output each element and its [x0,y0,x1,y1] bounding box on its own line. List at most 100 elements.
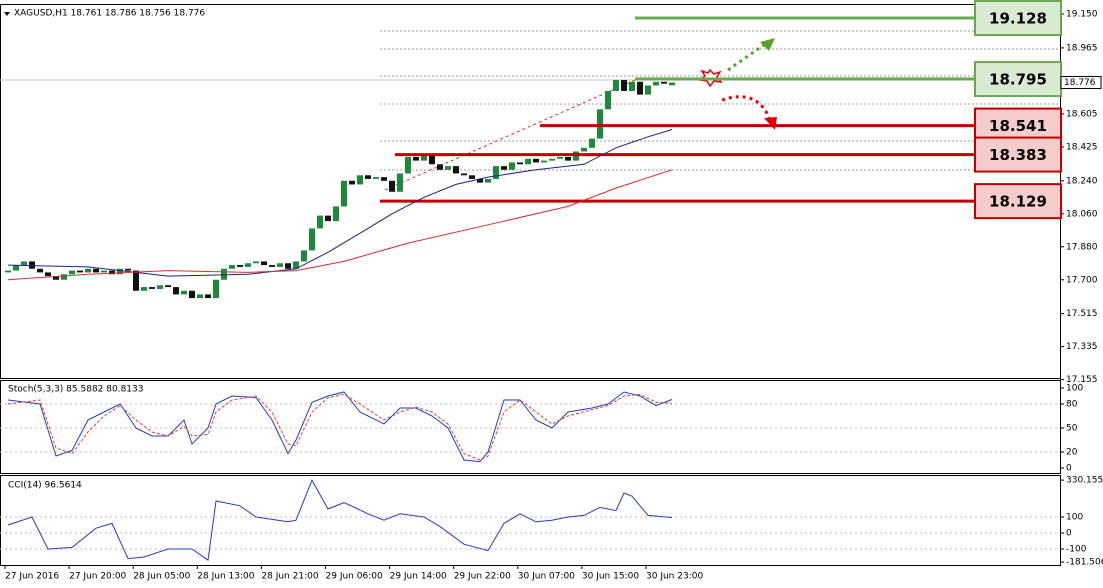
candle-body [389,180,395,192]
candle-body [205,294,211,299]
candle-body [173,287,179,295]
series-line [7,479,673,562]
y-tick-label: -100 [1066,544,1087,554]
y-tick-label: 17.155 [1066,375,1098,385]
candle-body [21,261,27,266]
candle-body [197,294,203,299]
candle-body [165,285,171,288]
cci-title: CCI(14) 96.5614 [8,481,82,491]
candle-body [493,166,499,179]
candle-body [141,287,147,291]
candle-body [589,138,595,148]
candle-body [125,268,131,271]
y-tick-label: 17.335 [1066,342,1098,352]
candle-body [469,175,475,179]
candle-body [189,290,195,299]
level-label: 18.541 [989,117,1047,135]
candle-body [253,261,259,264]
candle-body [229,265,235,269]
candle-body [301,250,307,262]
y-tick-label: 0 [1066,464,1072,474]
y-tick-label: 0 [1066,528,1072,538]
y-tick-label: 18.965 [1066,43,1098,53]
candle-body [237,265,243,267]
candle-body [613,79,619,91]
candle-body [653,81,659,86]
candle-body [461,173,467,176]
candle-body [29,261,35,269]
candle-body [453,166,459,174]
stoch-frame [0,380,1061,474]
candle-body [269,265,275,267]
candle-body [117,268,123,275]
candle-body [565,156,571,161]
y-tick-label: 100 [1066,512,1083,522]
candle-body [341,180,347,207]
candle-body [637,81,643,95]
candle-body [621,79,627,91]
fib-lines [380,30,1060,171]
candle-body [261,261,267,266]
level-box [974,61,1062,98]
level-label: 18.383 [989,146,1047,164]
series-line [7,169,673,281]
candle-body [669,82,675,86]
candle-body [317,215,323,229]
series-line [7,393,673,461]
candle-body [293,261,299,269]
candle-body [309,228,315,251]
x-tick-label: 30 Jun 23:00 [646,572,703,582]
x-tick-label: 27 Jun 20:00 [69,572,126,582]
candle-body [477,178,483,183]
candle-body [541,160,547,163]
x-tick-label: 28 Jun 21:00 [261,572,318,582]
candle-body [149,287,155,289]
level-label: 19.128 [989,10,1047,28]
candle-body [37,268,43,273]
candle-body [325,215,331,222]
level-label: 18.129 [989,193,1047,211]
candle-body [365,175,371,179]
candle-body [357,175,363,185]
candle-body [285,263,291,269]
x-tick-label: 29 Jun 22:00 [454,572,511,582]
level-box [974,0,1062,37]
y-tick-label: 50 [1066,424,1078,434]
x-tick-label: 27 Jun 2016 [5,572,59,582]
candle-body [13,265,19,271]
y-tick-label: 100 [1066,384,1083,394]
candle-body [413,156,419,161]
candle-body [245,263,251,267]
candle-body [517,162,523,165]
candle-body [349,180,355,185]
candle-body [61,274,67,280]
stoch-title: Stoch(5,3,3) 85.5882 80.8133 [8,385,143,395]
candle-body [53,276,59,280]
candle-body [501,166,507,170]
y-tick-label: 17.700 [1066,275,1098,285]
y-tick-label: 18.425 [1066,142,1098,152]
candle-body [5,270,11,273]
candle-body [93,268,99,273]
candle-body [557,156,563,159]
candle-body [645,85,651,95]
last-price-box [1060,76,1102,90]
candle-body [605,90,611,110]
candle-body [421,155,427,161]
candle-body [485,178,491,183]
candle-body [509,162,515,170]
candle-body [157,285,163,289]
candle-body [629,81,635,91]
candle-body [181,290,187,295]
candle-body [333,206,339,222]
candle-body [133,270,139,291]
candle-body [213,279,219,299]
y-tick-label: 20 [1066,448,1078,458]
last-price-label: 18.776 [1064,78,1096,88]
y-tick-label: -181.506 [1066,558,1103,568]
candle-body [373,177,379,179]
candle-body [549,158,555,161]
series-line [7,391,673,463]
candle-body [445,166,451,170]
y-tick-label: 18.240 [1066,176,1098,186]
